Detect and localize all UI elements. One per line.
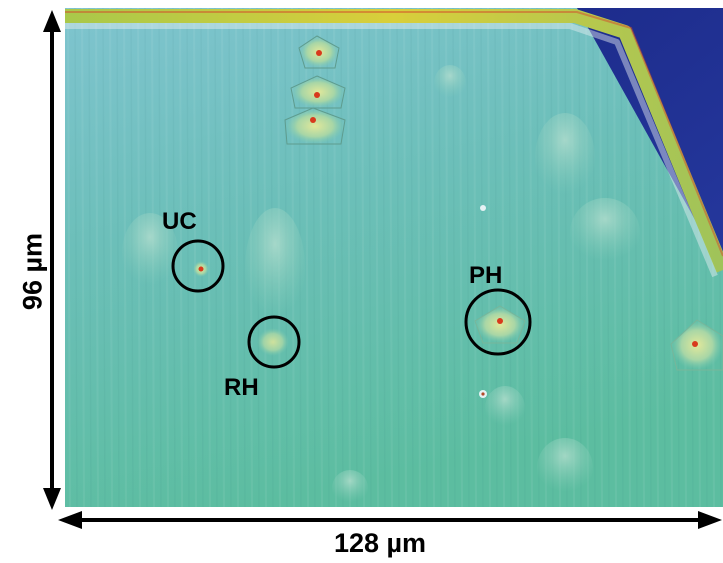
uc-label: UC <box>162 208 197 235</box>
hillock-stack <box>284 35 346 145</box>
edge-hillock <box>670 319 723 371</box>
y-dimension-label: 96 µm <box>17 232 48 311</box>
ph-label: PH <box>469 262 503 289</box>
uc-defect <box>193 261 209 277</box>
rh-label: RH <box>224 374 259 401</box>
edge-ridge <box>65 9 723 273</box>
surface-micrograph <box>65 8 723 507</box>
rh-defect <box>257 328 289 356</box>
x-dimension-label: 128 µm <box>333 528 427 558</box>
horizontal-scale-arrow <box>58 511 722 529</box>
